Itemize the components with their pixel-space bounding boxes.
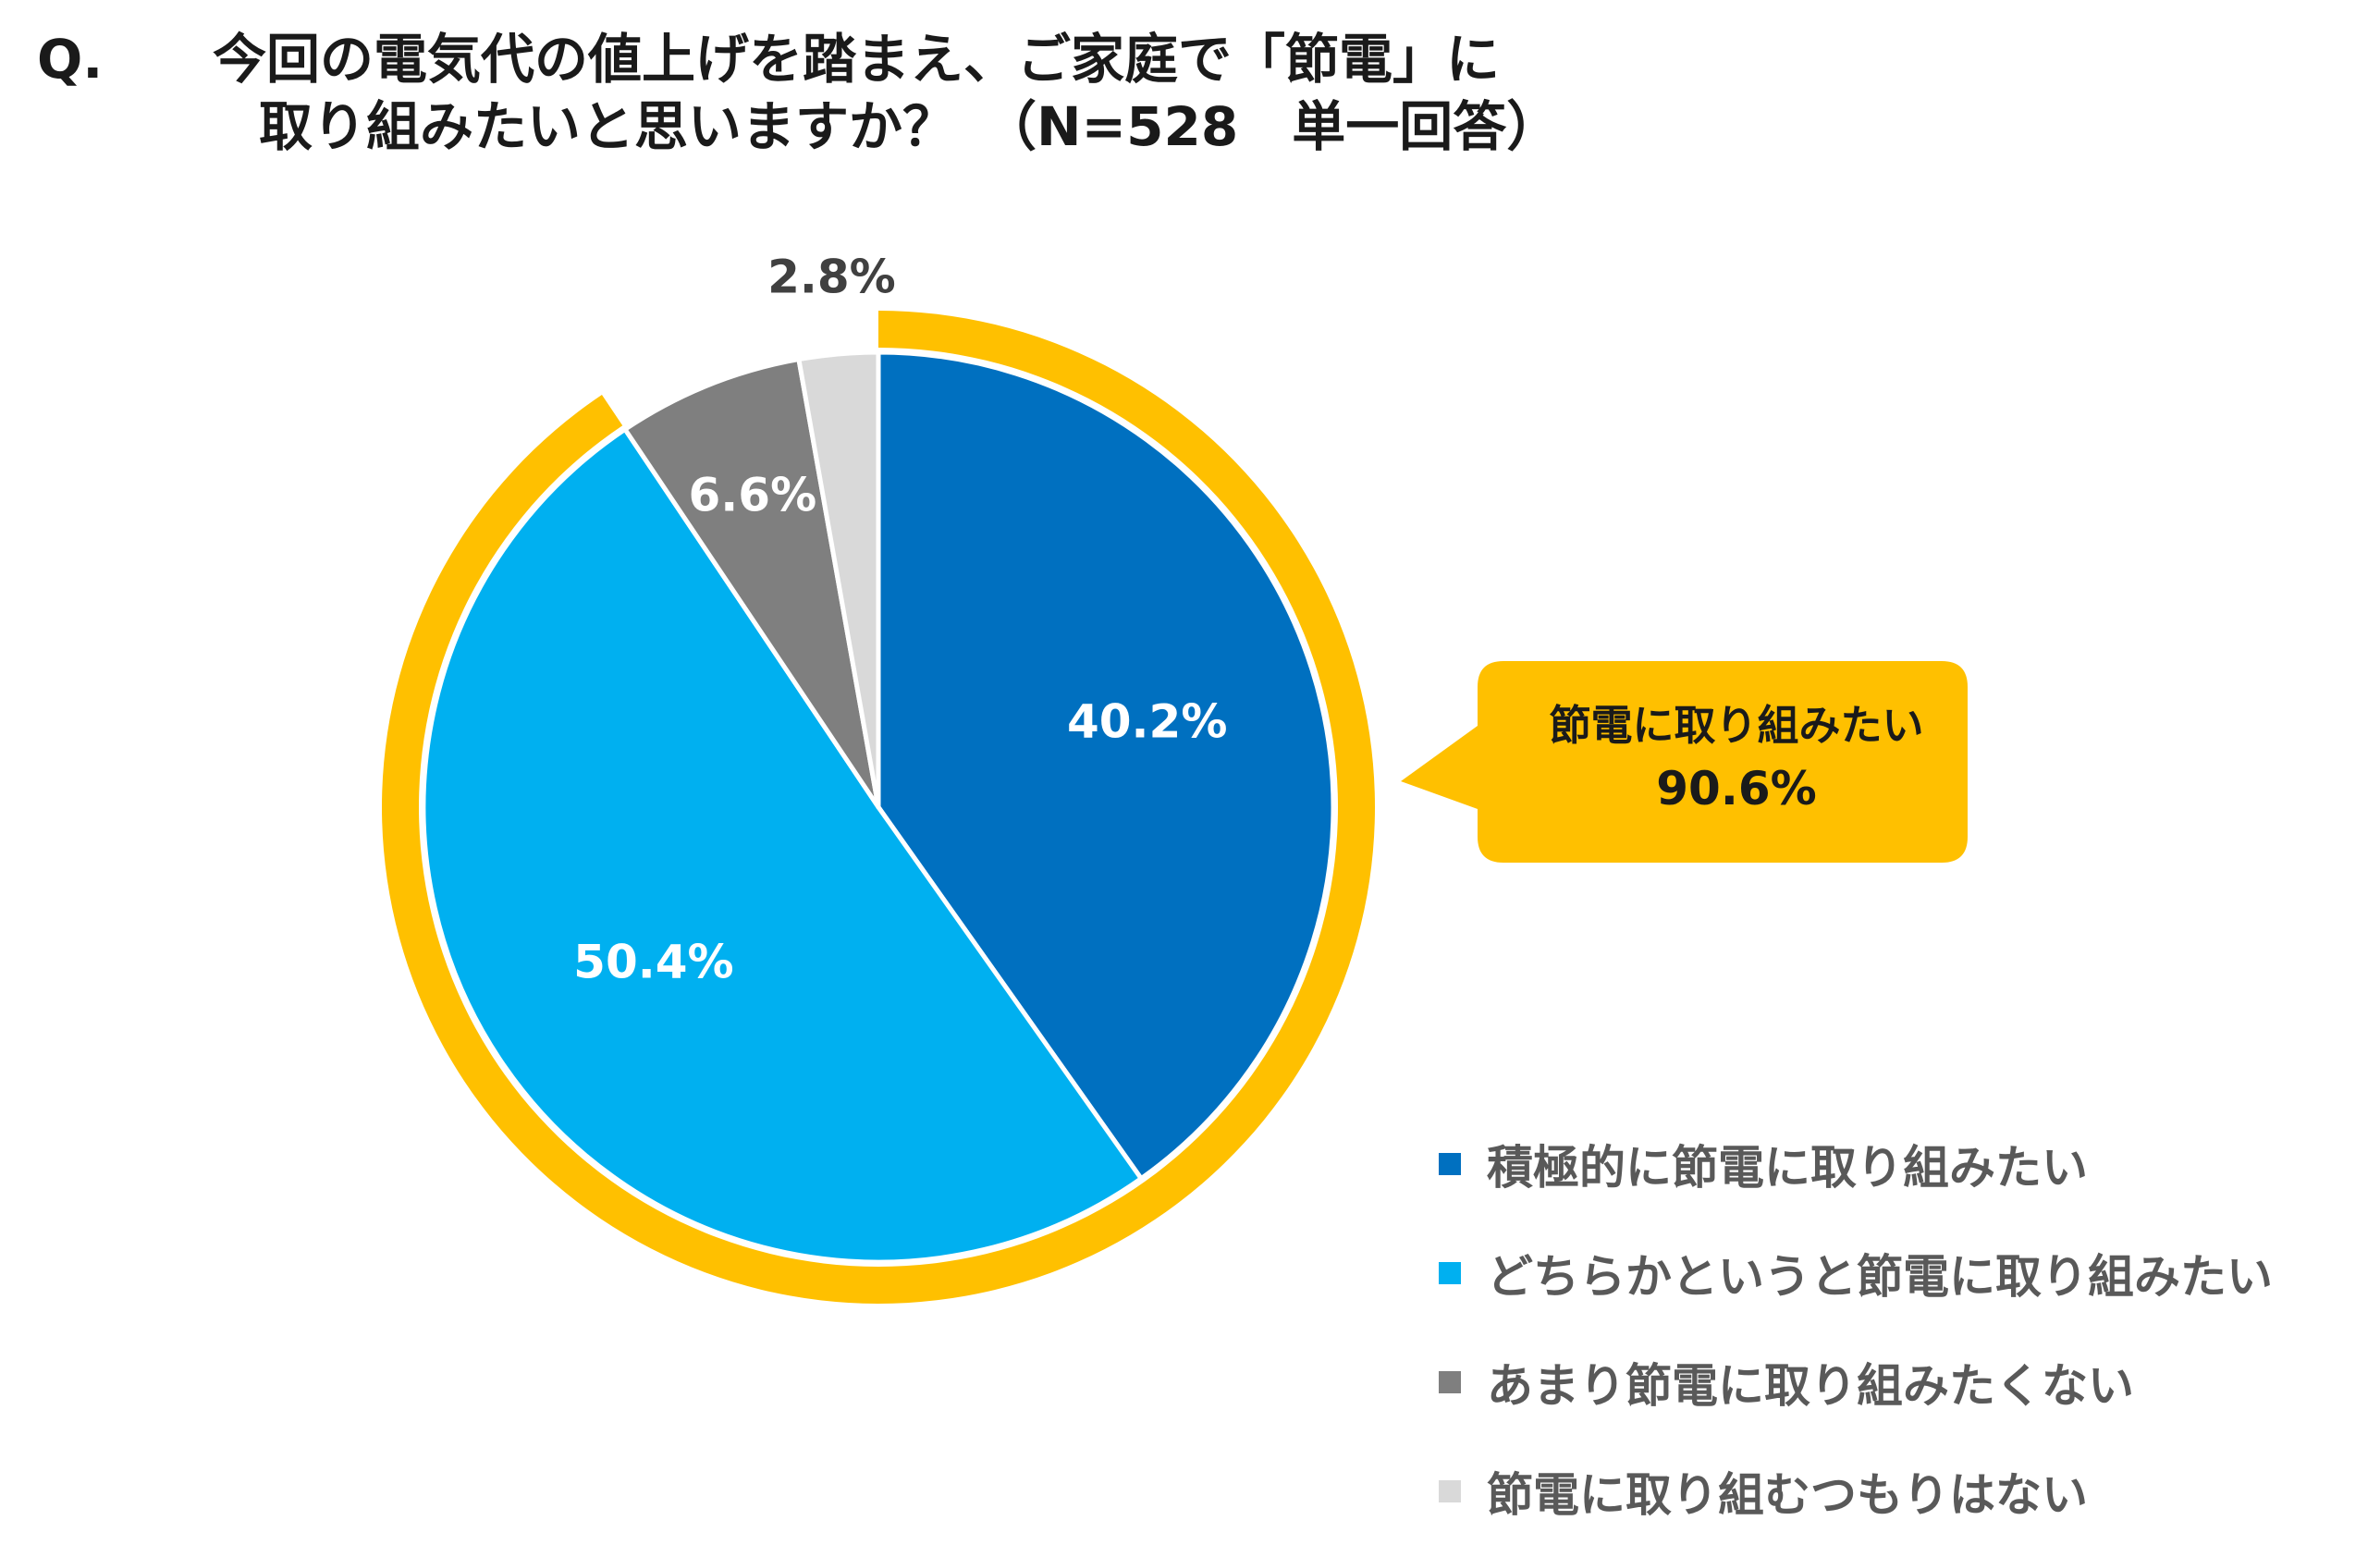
slice-value-label-2: 50.4% [573,935,733,988]
legend-label: 節電に取り組むつもりはない [1487,1468,2088,1522]
highlight-callout: 節電に取り組みたい 90.6% [1401,661,1968,863]
legend-label: 積極的に節電に取り組みたい [1487,1141,2088,1195]
pie-slice-1 [876,349,1336,1182]
question-label: Q. [37,28,104,91]
pie-slice-3 [622,357,881,810]
title-line-2: 取り組みたいと思いますか？ （N=528 単一回答） [259,94,1561,158]
pie-slice-4 [796,349,881,810]
legend-item-1: 積極的に節電に取り組みたい [1439,1110,2273,1219]
chart-title: Q. 今回の電気代の値上げを踏まえ、ご家庭で「節電」に 取り組みたいと思いますか？… [37,26,1560,160]
legend-swatch [1439,1371,1461,1393]
pie-slice-2 [421,426,1144,1265]
legend-label: あまり節電に取り組みたくない [1487,1359,2134,1413]
legend-swatch [1439,1262,1461,1284]
legend: 積極的に節電に取り組みたいどちらかというと節電に取り組みたい あまり節電に取り組み… [1439,1110,2273,1546]
legend-swatch [1439,1153,1461,1175]
pie-slices [421,349,1336,1265]
slice-value-label-1: 40.2% [1067,695,1227,749]
slice-value-label-3: 6.6% [689,468,817,521]
callout-label: 節電に取り組みたい [1549,701,1923,750]
legend-item-4: 節電に取り組むつもりはない [1439,1437,2273,1546]
callout-bubble [1401,661,1968,863]
legend-item-3: あまり節電に取り組みたくない [1439,1328,2273,1437]
legend-label: どちらかというと節電に取り組みたい [1487,1250,2273,1304]
legend-swatch [1439,1480,1461,1502]
title-line-1: 今回の電気代の値上げを踏まえ、ご家庭で「節電」に [213,28,1501,91]
legend-item-2: どちらかというと節電に取り組みたい [1439,1219,2273,1328]
slice-value-label-4: 2.8% [767,251,896,304]
pie-value-labels: 40.2% 50.4% 6.6% 2.8% [573,251,1227,989]
callout-value: 90.6% [1656,762,1816,815]
